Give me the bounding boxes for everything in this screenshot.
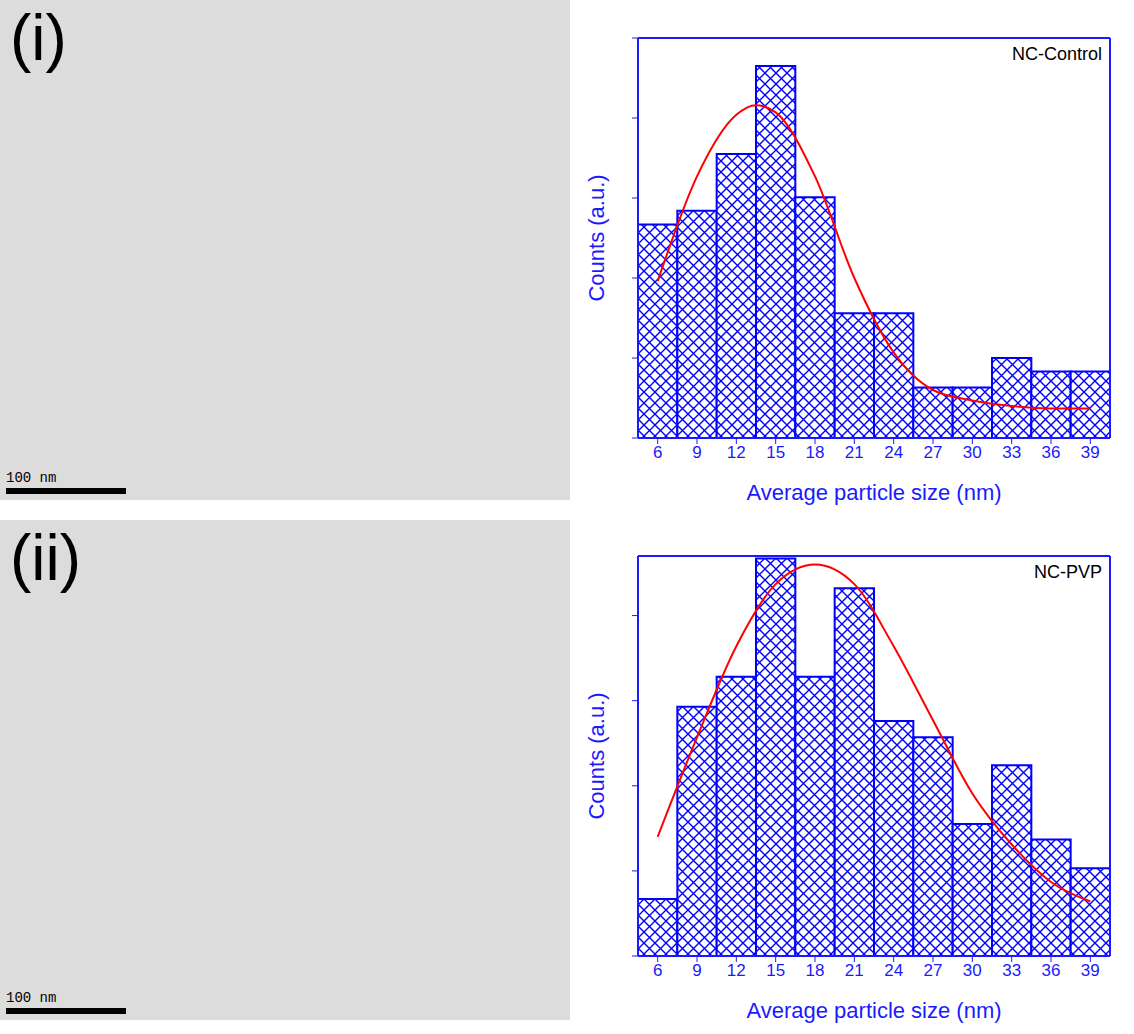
svg-text:21: 21 — [845, 961, 864, 980]
svg-text:12: 12 — [727, 443, 746, 462]
html-text:100 nm: 100 nm — [6, 470, 57, 486]
svg-text:18: 18 — [806, 961, 825, 980]
svg-text:Average particle size (nm): Average particle size (nm) — [746, 998, 1001, 1023]
svg-text:6: 6 — [653, 443, 662, 462]
svg-text:Average particle size (nm): Average particle size (nm) — [746, 480, 1001, 505]
svg-text:15: 15 — [766, 443, 785, 462]
svg-text:15: 15 — [766, 961, 785, 980]
svg-text:12: 12 — [727, 961, 746, 980]
svg-text:18: 18 — [806, 443, 825, 462]
svg-text:27: 27 — [924, 443, 943, 462]
html-text:(ii): (ii) — [10, 522, 82, 594]
svg-text:39: 39 — [1081, 961, 1100, 980]
svg-text:36: 36 — [1042, 443, 1061, 462]
svg-text:30: 30 — [963, 443, 982, 462]
html-text:NC-PVP: NC-PVP — [1034, 562, 1102, 582]
svg-text:39: 39 — [1081, 443, 1100, 462]
svg-text:21: 21 — [845, 443, 864, 462]
svg-text:6: 6 — [653, 961, 662, 980]
svg-text:30: 30 — [963, 961, 982, 980]
svg-text:27: 27 — [924, 961, 943, 980]
svg-text:33: 33 — [1002, 443, 1021, 462]
html-text:(i): (i) — [10, 2, 67, 74]
html-text:100 nm: 100 nm — [6, 990, 57, 1006]
svg-text:33: 33 — [1002, 961, 1021, 980]
svg-text:Counts (a.u.): Counts (a.u.) — [584, 174, 609, 301]
svg-text:24: 24 — [884, 961, 903, 980]
svg-text:Counts (a.u.): Counts (a.u.) — [584, 692, 609, 819]
svg-text:24: 24 — [884, 443, 903, 462]
html-text:NC-Control: NC-Control — [1012, 44, 1102, 64]
svg-text:9: 9 — [692, 961, 701, 980]
svg-text:9: 9 — [692, 443, 701, 462]
svg-text:36: 36 — [1042, 961, 1061, 980]
